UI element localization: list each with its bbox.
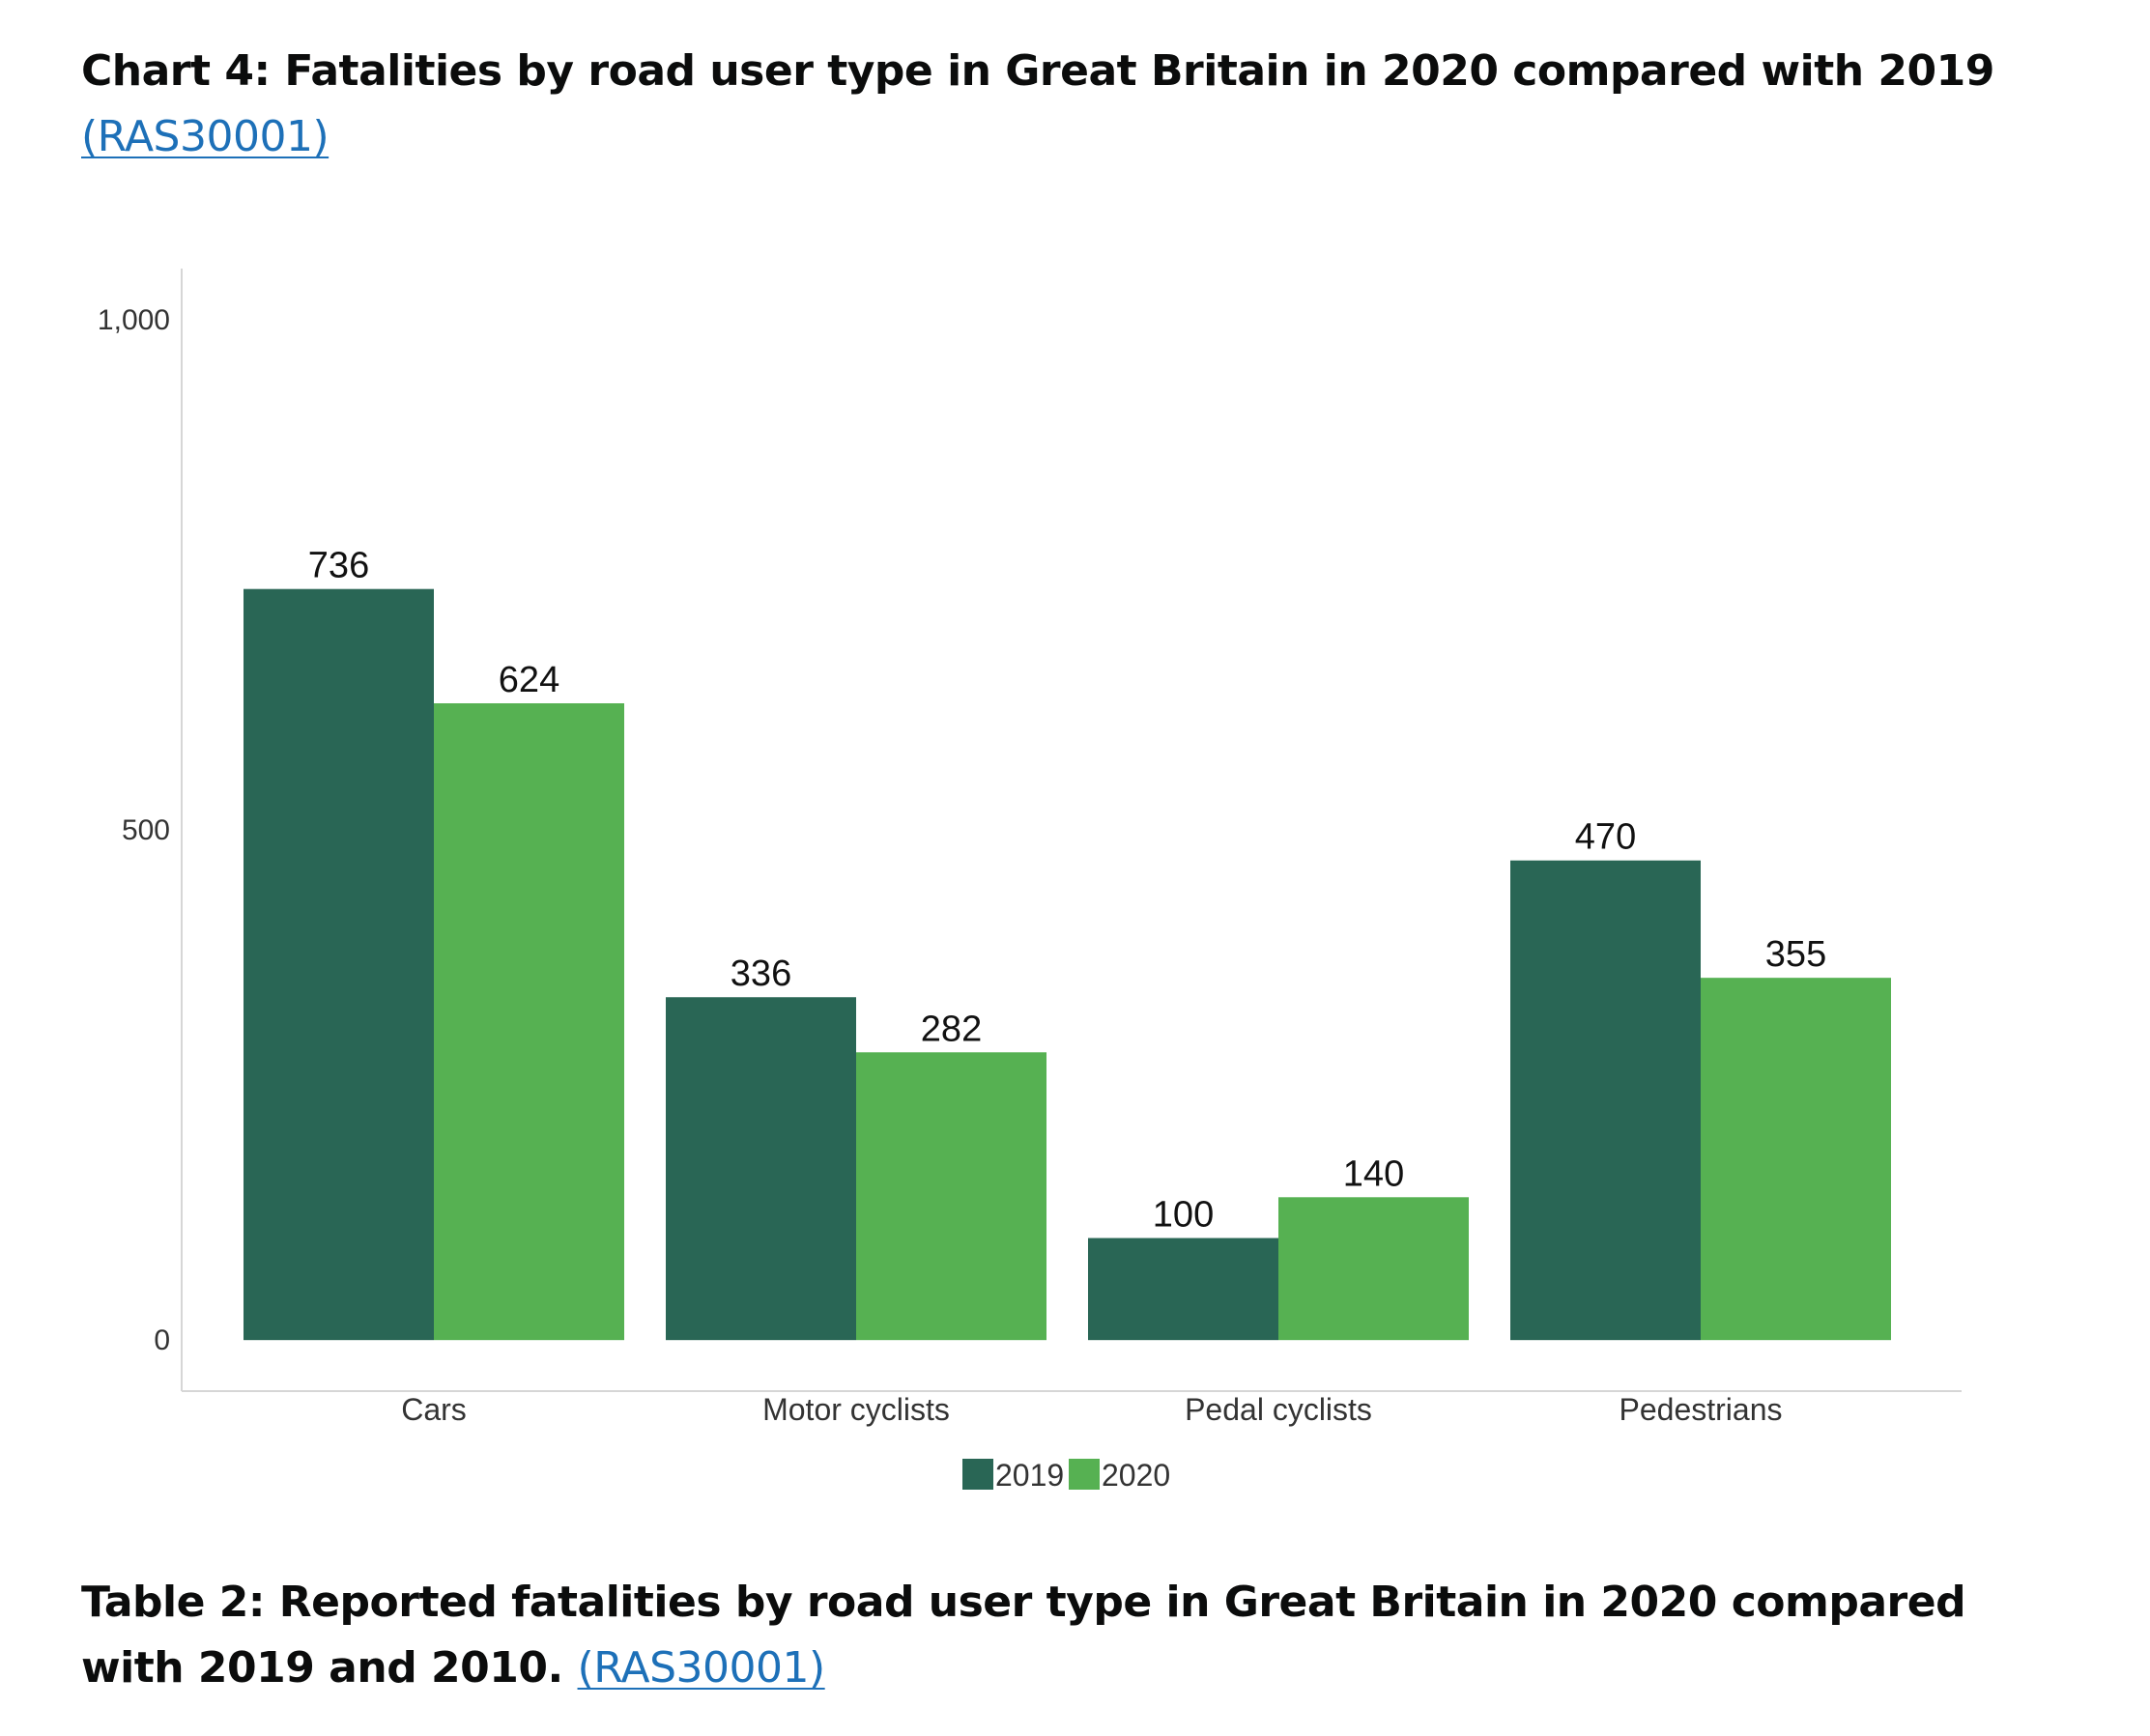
chart-source-link[interactable]: (RAS30001) (81, 112, 330, 161)
data-label: 736 (308, 546, 369, 586)
legend-swatch-2020 (1069, 1459, 1100, 1490)
data-label: 282 (921, 1009, 982, 1049)
data-label: 624 (499, 660, 559, 700)
bar-2020-motor-cyclists (856, 1052, 1046, 1341)
chart-heading: Chart 4: Fatalities by road user type in… (81, 39, 2072, 170)
data-labels: 736 624 336 282 100 140 470 355 (308, 546, 1826, 1236)
table-heading: Table 2: Reported fatalities by road use… (81, 1570, 2072, 1701)
legend-swatch-2019 (962, 1459, 993, 1490)
data-label: 470 (1575, 817, 1636, 858)
category-label: Cars (401, 1392, 467, 1427)
data-label: 336 (731, 953, 791, 994)
category-label: Pedal cyclists (1185, 1392, 1372, 1427)
legend-label-2020: 2020 (1102, 1458, 1170, 1493)
bar-2020-cars (434, 703, 624, 1341)
data-label: 355 (1765, 934, 1826, 975)
y-tick-label: 0 (154, 1324, 170, 1356)
category-label: Motor cyclists (762, 1392, 950, 1427)
bar-2019-cars (244, 588, 434, 1341)
y-tick-label: 500 (122, 814, 170, 846)
chart-heading-text: Chart 4: Fatalities by road user type in… (81, 46, 1994, 96)
bars (244, 588, 1891, 1341)
y-tick-label: 1,000 (98, 304, 170, 336)
bar-2020-pedal-cyclists (1278, 1197, 1469, 1341)
legend: 2019 2020 (962, 1458, 1170, 1493)
data-label: 100 (1153, 1195, 1214, 1236)
bar-chart: 0 500 1,000 736 624 336 282 100 140 470 355 Cars M… (98, 269, 1962, 1493)
bar-2019-pedestrians (1510, 860, 1701, 1341)
table-heading-text: Table 2: Reported fatalities by road use… (81, 1578, 1966, 1693)
table-source-link[interactable]: (RAS30001) (577, 1643, 826, 1693)
category-label: Pedestrians (1620, 1392, 1783, 1427)
bar-2020-pedestrians (1701, 978, 1891, 1341)
data-label: 140 (1343, 1153, 1404, 1194)
y-tick-labels: 0 500 1,000 (98, 304, 170, 1356)
category-labels: Cars Motor cyclists Pedal cyclists Pedestri… (401, 1392, 1782, 1427)
legend-label-2019: 2019 (995, 1458, 1064, 1493)
bar-2019-pedal-cyclists (1088, 1238, 1278, 1341)
bar-2019-motor-cyclists (666, 997, 856, 1341)
chart-axes (181, 269, 1962, 1392)
